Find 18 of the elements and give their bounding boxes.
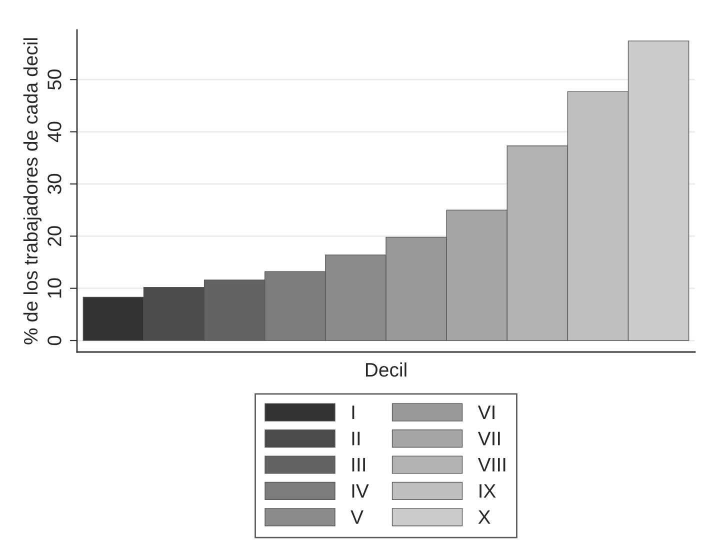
legend-label: V [350,510,364,524]
y-tick-label: 0 [48,336,62,346]
y-tick-label: 50 [48,70,62,90]
x-axis-title: Decil [366,362,406,377]
legend-label: VI [478,406,494,420]
legend-label: VII [478,432,500,446]
legend-label: IX [480,484,496,498]
legend-label: IV [352,484,369,498]
y-tick-label: 30 [48,174,62,194]
legend-label: III [352,458,365,472]
legend-label: X [478,510,490,524]
legend-label: I [352,406,354,420]
legend-label: VIII [478,458,506,472]
y-tick-label: 40 [48,122,62,142]
y-tick-label: 10 [48,278,62,298]
y-tick-label: 20 [48,226,62,246]
y-axis-title: % de los trabajadores de cada decil [23,38,42,344]
legend-label: II [352,432,360,446]
